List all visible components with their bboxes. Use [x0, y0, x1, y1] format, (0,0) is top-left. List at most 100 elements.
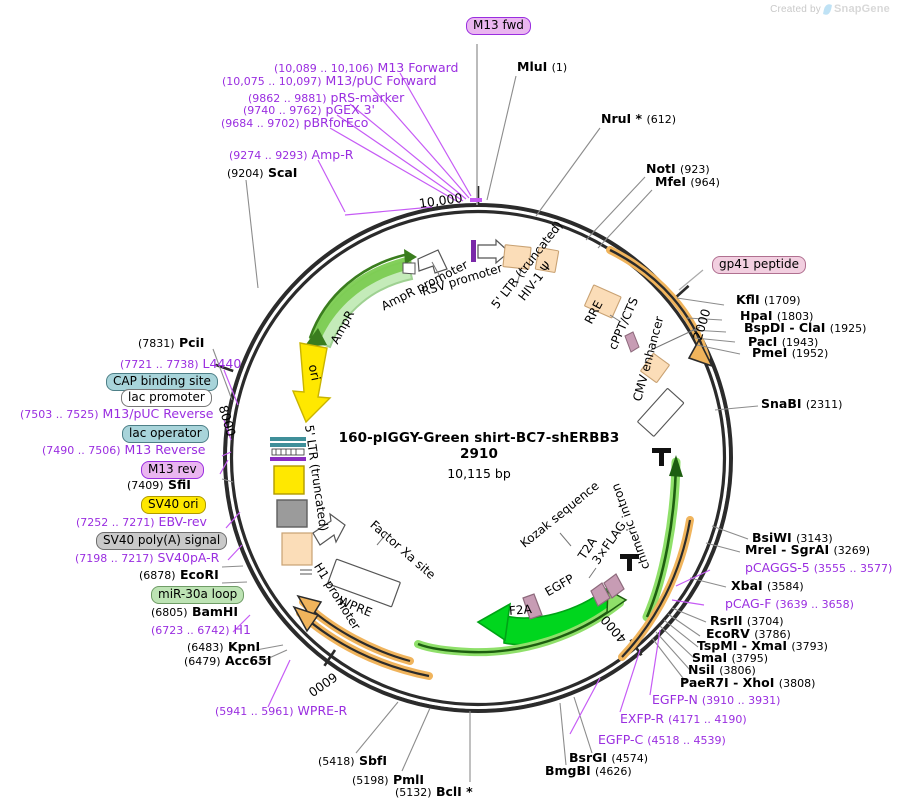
feature-label-ori: ori — [305, 362, 324, 382]
enzyme-separator: - — [789, 320, 795, 335]
chip-m13-rev: M13 rev — [141, 461, 204, 479]
enzyme-label-scai: (9204) ScaI — [227, 165, 298, 180]
enzyme-position: (3704) — [746, 615, 784, 628]
enzyme-name: SmaI — [692, 650, 728, 665]
enzyme-position: (5418) — [318, 755, 355, 768]
enzyme-name: BamHI — [191, 604, 239, 619]
feature-ori-arrow — [291, 342, 332, 424]
enzyme-name: Acc65I — [224, 653, 272, 668]
enzyme-name-alt: XmaI — [751, 638, 788, 653]
leader-lines-enzymes — [212, 75, 759, 782]
primer-range: (10,075 .. 10,097) — [222, 75, 322, 88]
primer-name: M13/pUC Forward — [325, 73, 437, 88]
feature-ampr-promoter-arrow — [417, 249, 448, 274]
leader-line-gp41 — [678, 269, 704, 291]
plasmid-name: 160-pIGGY-Green shirt-BC7-shERBB3 2910 — [338, 430, 620, 462]
primer-range: (7721 .. 7738) — [120, 358, 199, 371]
primer-label-prs-marker: (9862 .. 9881) pRS-marker — [248, 90, 405, 105]
enzyme-position: (3143) — [796, 532, 833, 545]
enzyme-label-mlui: MluI (1) — [517, 60, 567, 74]
primer-range: (9740 .. 9762) — [243, 104, 322, 117]
primer-label-egfp-c: EGFP-C (4518 .. 4539) — [598, 732, 726, 747]
enzyme-label-paci: PacI (1943) — [748, 335, 819, 349]
chip-gp41-peptide: gp41 peptide — [712, 256, 806, 274]
enzyme-position: (1803) — [776, 310, 814, 323]
enzyme-name: MreI — [745, 542, 777, 557]
enzyme-label-bspdi-clai: BspDI - ClaI (1925) — [744, 320, 866, 335]
enzyme-name: NotI — [646, 161, 676, 176]
enzyme-position: (3808) — [778, 677, 816, 690]
primer-range: (4171 .. 4190) — [668, 713, 747, 726]
primer-range: (6723 .. 6742) — [151, 624, 230, 637]
enzyme-name: PmeI — [752, 345, 788, 360]
primer-range: (7490 .. 7506) — [42, 444, 121, 457]
primer-range: (7198 .. 7217) — [75, 552, 154, 565]
primer-name: EXFP-R — [620, 711, 665, 726]
enzyme-name: EcoRI — [179, 567, 219, 582]
enzyme-separator: - — [733, 675, 739, 690]
enzyme-position: (9204) — [227, 167, 264, 180]
primer-name: EGFP-C — [598, 732, 644, 747]
primer-name: M13/pUC Reverse — [102, 406, 214, 421]
enzyme-label-bmgbi: BmgBI (4626) — [545, 763, 632, 778]
enzyme-label-nsii: NsiI (3806) — [688, 663, 756, 677]
enzyme-name: SbfI — [358, 753, 387, 768]
enzyme-label-kpni: (6483) KpnI — [187, 639, 261, 654]
primer-range: (10,089 .. 10,106) — [274, 62, 374, 75]
feature-top-boxes — [471, 238, 685, 437]
enzyme-name: KflI — [736, 292, 760, 307]
enzyme-name-alt: ClaI — [798, 320, 826, 335]
enzyme-label-acc65i: (6479) Acc65I — [184, 653, 272, 668]
primer-range: (3555 .. 3577) — [813, 562, 893, 575]
primer-label-pcaggs-5: pCAGGS-5 (3555 .. 3577) — [745, 561, 893, 575]
primer-label-m13-puc-reverse: (7503 .. 7525) M13/pUC Reverse — [20, 406, 214, 421]
enzyme-name: XbaI — [731, 578, 763, 593]
enzyme-position: (3793) — [791, 640, 828, 653]
primer-label-l4440: (7721 .. 7738) L4440 — [120, 357, 241, 371]
chip-lac-promoter: lac promoter — [121, 389, 212, 407]
primer-range: (7252 .. 7271) — [76, 516, 155, 529]
enzyme-label-smai: SmaI (3795) — [692, 650, 768, 665]
enzyme-name: KpnI — [227, 639, 261, 654]
enzyme-position: (964) — [690, 176, 720, 189]
chip-m13-fwd: M13 fwd — [466, 17, 531, 35]
enzyme-label-pcii: (7831) PciI — [138, 336, 204, 350]
primer-label-ebv-rev: (7252 .. 7271) EBV-rev — [76, 514, 207, 529]
feature-egfp-arrow — [414, 554, 639, 657]
enzyme-position: (1943) — [781, 336, 819, 349]
enzyme-label-rsrii: RsrII (3704) — [710, 614, 784, 628]
enzyme-label-noti: NotI (923) — [646, 161, 710, 176]
enzyme-label-bsrgi: BsrGI (4574) — [569, 750, 648, 765]
primer-range: (9684 .. 9702) — [221, 117, 300, 130]
primer-range: (7503 .. 7525) — [20, 408, 99, 421]
enzyme-name: HpaI — [740, 308, 773, 323]
enzyme-name: ScaI — [267, 165, 298, 180]
enzyme-position: (2311) — [805, 398, 843, 411]
enzyme-label-mrei-sgrai: MreI - SgrAI (3269) — [745, 542, 870, 557]
primer-label-sv40pa-r: (7198 .. 7217) SV40pA-R — [75, 551, 219, 565]
primer-name: WPRE-R — [297, 703, 348, 718]
primer-label-pgex-3: (9740 .. 9762) pGEX 3' — [243, 103, 375, 117]
enzyme-name: PaeR7I — [680, 675, 729, 690]
feature-orange-arrow-right — [606, 246, 714, 368]
primer-label-amp-r: (9274 .. 9293) Amp-R — [229, 148, 353, 162]
primer-name: EGFP-N — [652, 692, 698, 707]
inner-callouts — [376, 261, 701, 579]
enzyme-name: BmgBI — [545, 763, 591, 778]
enzyme-name-alt: SgrAI — [790, 542, 830, 557]
enzyme-position: (6805) — [151, 606, 188, 619]
enzyme-label-ecorv: EcoRV (3786) — [706, 626, 791, 641]
primer-name: EBV-rev — [158, 514, 207, 529]
enzyme-position: (6483) — [187, 641, 224, 654]
enzyme-name: BsrGI — [569, 750, 608, 765]
enzyme-position: (3806) — [719, 664, 756, 677]
primer-range: (9862 .. 9881) — [248, 92, 327, 105]
watermark-prefix: Created by — [770, 3, 821, 15]
enzyme-separator: - — [741, 638, 747, 653]
primer-name: pRS-marker — [330, 90, 405, 105]
enzyme-label-kfli: KflI (1709) — [736, 292, 801, 307]
primer-name: M13 Forward — [377, 60, 459, 75]
enzyme-name: EcoRV — [706, 626, 750, 641]
